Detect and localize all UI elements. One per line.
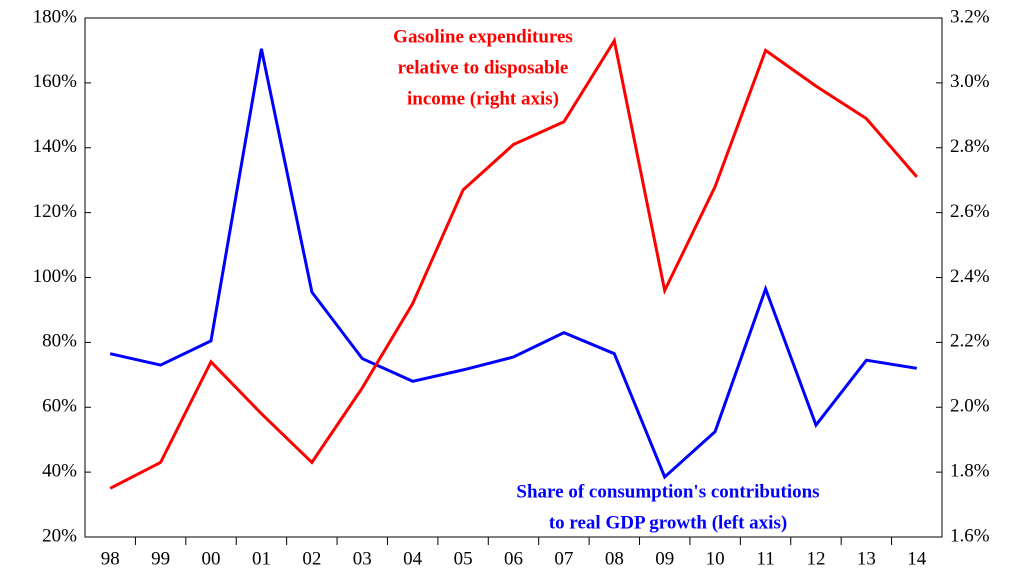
y-tick-label: 40% — [42, 460, 77, 481]
series-line — [109, 48, 918, 480]
y2-tick-label: 2.2% — [950, 331, 990, 352]
y2-tick-label: 2.6% — [950, 201, 990, 222]
y-tick-label: 60% — [42, 396, 77, 417]
y-tick-label: 80% — [42, 331, 77, 352]
x-tick-label: 08 — [605, 548, 624, 569]
y2-tick-label: 1.6% — [950, 525, 990, 546]
x-tick-label: 02 — [302, 548, 321, 569]
x-tick-label: 03 — [353, 548, 372, 569]
annotation: to real GDP growth (left axis) — [549, 512, 787, 533]
x-tick-label: 01 — [252, 548, 271, 569]
annotation: income (right axis) — [407, 88, 559, 109]
x-tick-label: 07 — [554, 548, 573, 569]
y2-tick-label: 2.0% — [950, 396, 990, 417]
x-tick-label: 11 — [756, 548, 774, 569]
x-tick-label: 09 — [655, 548, 674, 569]
x-tick-label: 06 — [504, 548, 523, 569]
y-tick-label: 160% — [33, 71, 78, 92]
y2-tick-label: 3.2% — [950, 6, 990, 27]
y-tick-label: 20% — [42, 525, 77, 546]
y-tick-label: 180% — [33, 6, 78, 27]
x-tick-label: 00 — [202, 548, 221, 569]
annotation: Gasoline expenditures — [393, 26, 573, 47]
x-tick-label: 13 — [857, 548, 876, 569]
y2-tick-label: 3.0% — [950, 71, 990, 92]
y2-tick-label: 2.8% — [950, 136, 990, 157]
x-tick-label: 99 — [151, 548, 170, 569]
x-tick-label: 10 — [706, 548, 725, 569]
x-tick-label: 05 — [454, 548, 473, 569]
y2-tick-label: 2.4% — [950, 266, 990, 287]
y-tick-label: 140% — [33, 136, 78, 157]
y-tick-label: 120% — [33, 201, 78, 222]
annotation: relative to disposable — [398, 57, 569, 78]
series-line — [109, 36, 918, 490]
y2-tick-label: 1.8% — [950, 460, 990, 481]
x-tick-label: 14 — [907, 548, 927, 569]
x-tick-label: 12 — [806, 548, 825, 569]
x-tick-label: 98 — [101, 548, 120, 569]
x-tick-label: 04 — [403, 548, 423, 569]
annotation: Share of consumption's contributions — [516, 481, 819, 502]
y-tick-label: 100% — [33, 266, 78, 287]
